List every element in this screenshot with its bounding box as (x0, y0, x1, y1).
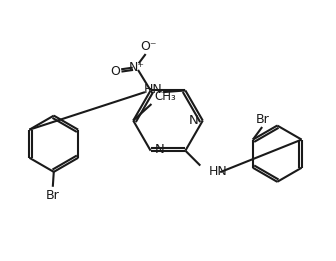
Text: Br: Br (46, 188, 60, 201)
Text: O: O (110, 65, 120, 78)
Text: HN: HN (144, 83, 163, 96)
Text: N: N (189, 114, 199, 127)
Text: O⁻: O⁻ (141, 40, 157, 53)
Text: CH₃: CH₃ (154, 90, 176, 103)
Text: N⁺: N⁺ (129, 61, 145, 74)
Text: N: N (155, 143, 165, 156)
Text: Br: Br (256, 112, 270, 126)
Text: HN: HN (209, 165, 227, 178)
